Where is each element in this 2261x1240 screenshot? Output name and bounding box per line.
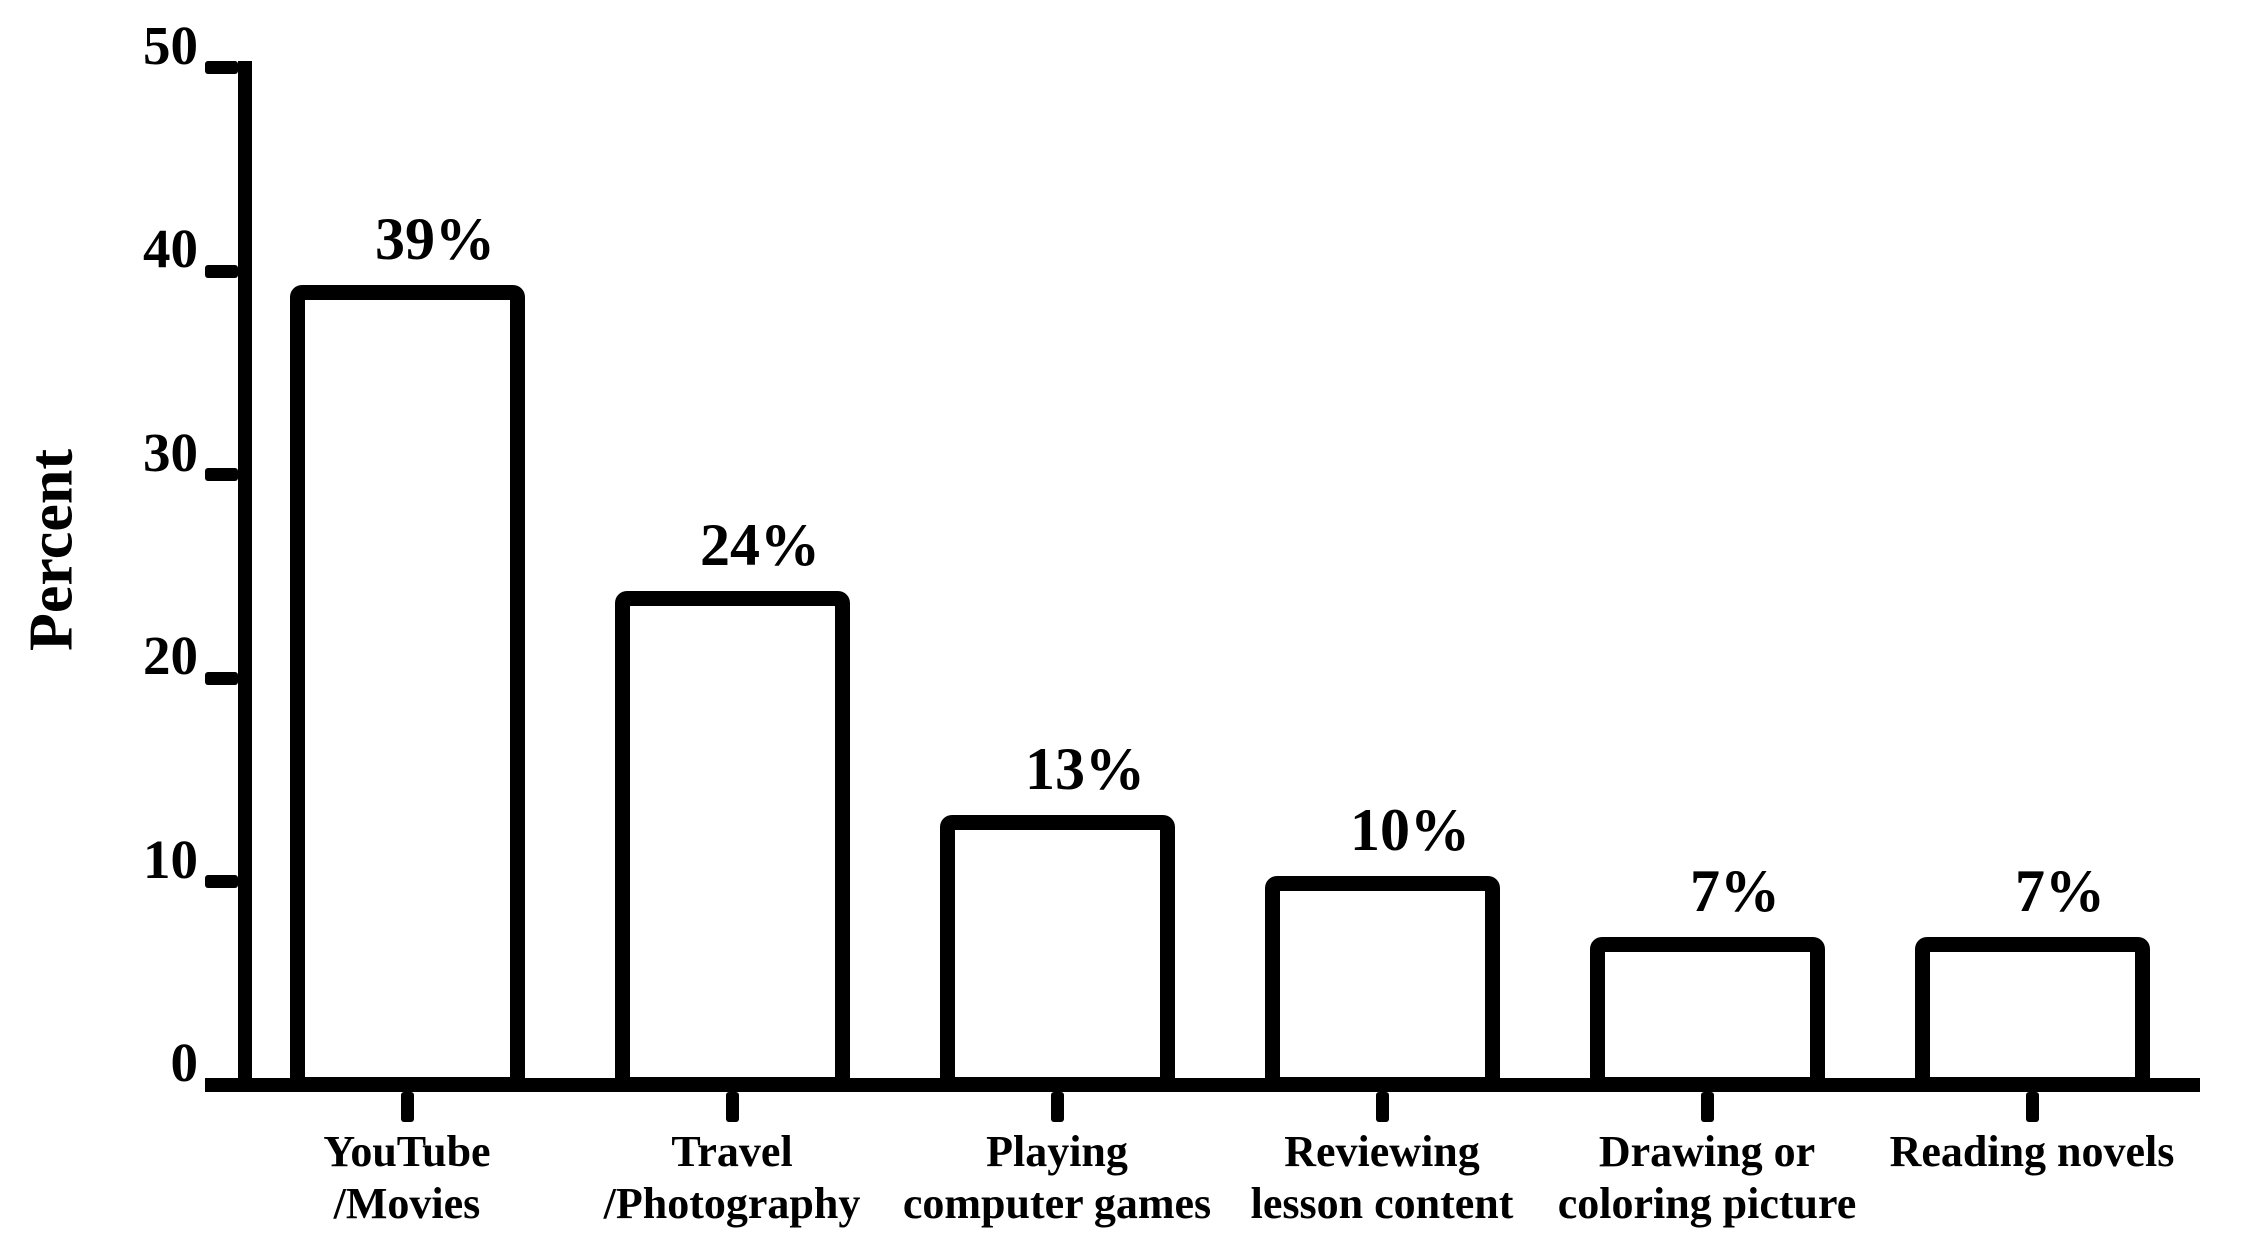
x-axis-tick bbox=[400, 1092, 414, 1122]
x-category-label: Travel/Photography bbox=[603, 1127, 861, 1228]
y-tick-label: 30 bbox=[143, 421, 198, 483]
x-category-label: Reviewing lesson content bbox=[1250, 1127, 1514, 1228]
bar-value-label: 7% bbox=[1690, 857, 1780, 924]
y-axis-tick bbox=[205, 61, 238, 74]
bar-value-label: 10% bbox=[1350, 796, 1470, 863]
x-category-label: YouTube/Movies bbox=[323, 1127, 491, 1228]
y-tick-label: 50 bbox=[143, 14, 198, 76]
y-tick-label: 40 bbox=[143, 218, 198, 279]
y-axis-tick bbox=[205, 468, 238, 481]
bar-value-label: 7% bbox=[2015, 857, 2105, 924]
bar bbox=[1914, 936, 2150, 1092]
bar-value-label: 39% bbox=[375, 206, 495, 273]
bar bbox=[289, 285, 525, 1092]
bar bbox=[1264, 875, 1500, 1092]
y-tick-label: 0 bbox=[170, 1032, 199, 1093]
y-tick-label: 20 bbox=[143, 625, 198, 686]
bar-value-label: 13% bbox=[1025, 735, 1145, 802]
x-category-label: Drawing or coloring picture bbox=[1557, 1127, 1857, 1228]
x-category-label: Playing computer games bbox=[902, 1127, 1212, 1228]
y-axis-tick bbox=[205, 671, 238, 685]
y-tick-label: 10 bbox=[143, 828, 198, 890]
x-axis-tick bbox=[2025, 1092, 2039, 1122]
x-axis-tick bbox=[1050, 1092, 1064, 1122]
bar bbox=[614, 590, 850, 1092]
y-axis-tick bbox=[205, 264, 238, 278]
x-axis-tick bbox=[725, 1092, 739, 1122]
y-axis-line bbox=[238, 61, 252, 1092]
x-axis-tick bbox=[1375, 1092, 1389, 1122]
bar bbox=[1589, 936, 1825, 1092]
bar bbox=[939, 814, 1175, 1092]
x-category-label: Reading novels bbox=[1889, 1127, 2175, 1176]
bar-value-label: 24% bbox=[700, 511, 820, 578]
y-axis-tick bbox=[205, 875, 238, 888]
x-axis-tick bbox=[1700, 1092, 1714, 1122]
